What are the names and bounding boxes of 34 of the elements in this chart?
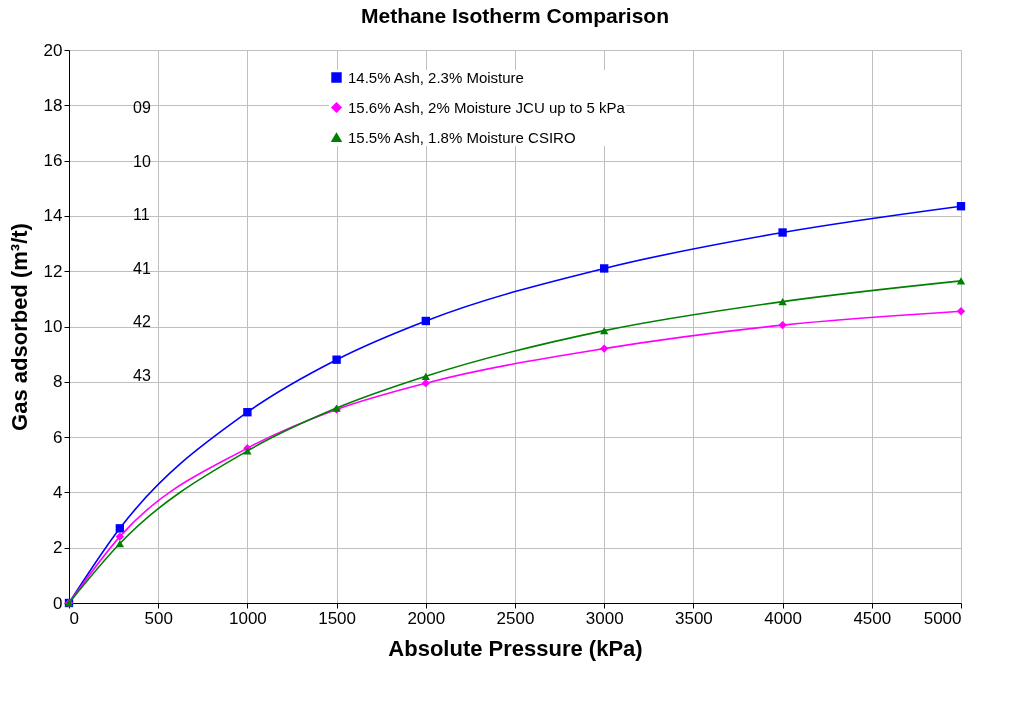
y-tick-label: 12 — [43, 261, 63, 281]
y-axis-title: Gas adsorbed (m³/t) — [6, 223, 32, 431]
annotation: 43 — [133, 366, 151, 384]
x-tick-label: 2000 — [407, 608, 446, 628]
x-tick-label: 3000 — [585, 608, 624, 628]
y-tick-label: 18 — [43, 95, 63, 115]
y-tick-label: 20 — [43, 40, 63, 60]
legend-label: 15.6% Ash, 2% Moisture JCU up to 5 kPa — [348, 98, 626, 116]
y-tick-label: 6 — [53, 427, 63, 447]
annotation: 42 — [133, 313, 151, 330]
x-tick-label: 0 — [69, 608, 79, 628]
annotation: 10 — [133, 152, 151, 170]
chart-title: Methane Isotherm Comparison — [360, 4, 670, 27]
legend-label: 14.5% Ash, 2.3% Moisture — [348, 68, 524, 86]
y-tick-label: 0 — [53, 593, 63, 613]
annotation: 09 — [133, 99, 151, 116]
x-tick-label: 1500 — [318, 608, 357, 628]
legend-label: 15.5% Ash, 1.8% Moisture CSIRO — [348, 128, 576, 146]
x-tick-label: 4500 — [853, 608, 892, 628]
x-tick-label: 2500 — [496, 608, 535, 628]
x-axis-title: Absolute Pressure (kPa) — [388, 635, 643, 661]
x-tick-label: 4000 — [764, 608, 803, 628]
y-tick-label: 8 — [53, 372, 63, 392]
y-tick-label: 4 — [53, 482, 63, 502]
x-tick-label: 500 — [144, 608, 173, 628]
annotation: 11 — [133, 206, 150, 223]
x-tick-label: 3500 — [674, 608, 713, 628]
y-tick-label: 10 — [43, 317, 63, 336]
y-tick-label: 2 — [53, 538, 63, 558]
annotation: 41 — [133, 259, 151, 277]
x-tick-label: 1000 — [228, 608, 267, 628]
y-tick-label: 14 — [43, 206, 63, 226]
y-tick-label: 16 — [43, 151, 63, 171]
x-tick-label: 5000 — [923, 608, 962, 628]
